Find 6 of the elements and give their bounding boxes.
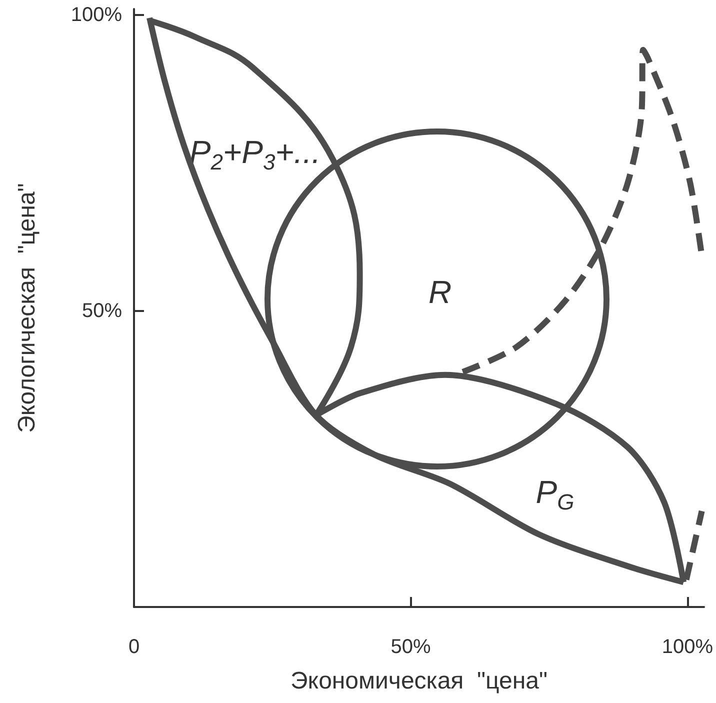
- annotation: R: [428, 274, 452, 310]
- x-axis-title: Экономическая "цена": [290, 668, 548, 694]
- y-axis-title: Экологическая "цена": [14, 183, 40, 433]
- x-tick-label: 0: [128, 636, 140, 658]
- x-tick-label: 100%: [662, 636, 714, 658]
- x-tick-label: 50%: [390, 636, 431, 658]
